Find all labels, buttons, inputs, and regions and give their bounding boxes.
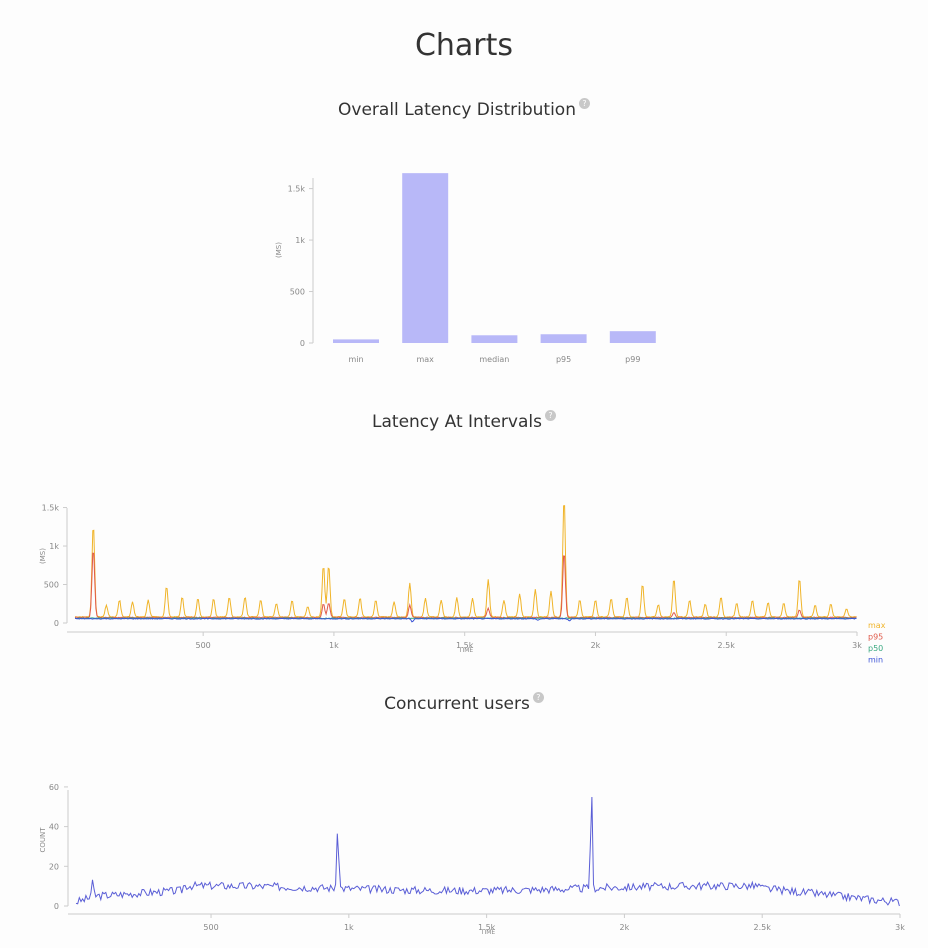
x-tick-label: 1k xyxy=(329,641,339,650)
latency-intervals-title: Latency At Intervals? xyxy=(0,410,928,432)
help-icon[interactable]: ? xyxy=(532,692,544,703)
x-tick-label: p95 xyxy=(556,355,571,364)
x-tick-label: 1.5k xyxy=(456,641,474,650)
help-icon[interactable]: ? xyxy=(578,98,590,109)
series-line-min xyxy=(74,617,857,623)
x-tick-label: 2k xyxy=(591,641,601,650)
bar-median xyxy=(471,335,518,343)
y-axis-label: COUNT xyxy=(39,827,47,853)
y-tick-label: 1.5k xyxy=(288,185,306,194)
y-tick-label: 60 xyxy=(49,783,59,792)
latency-intervals-title-text: Latency At Intervals xyxy=(372,412,542,432)
concurrent-users-title: Concurrent users? xyxy=(0,692,928,714)
y-tick-label: 1k xyxy=(295,236,305,245)
series-line-users xyxy=(75,796,900,907)
x-tick-label: 3k xyxy=(852,641,862,650)
x-tick-label: max xyxy=(416,355,434,364)
x-tick-label: 2.5k xyxy=(718,641,736,650)
latency-intervals-chart: 0 500 1k 1.5k 500 1k 1.5k 2k 2.5k 3k TIME (MS) max p9… xyxy=(39,504,886,665)
y-tick-label: 500 xyxy=(290,288,305,297)
y-tick-label: 20 xyxy=(49,862,59,871)
help-icon[interactable]: ? xyxy=(544,410,556,421)
x-tick-label: 2.5k xyxy=(754,923,772,932)
y-tick-label: 0 xyxy=(54,902,59,911)
bar-min xyxy=(333,339,379,343)
overall-latency-title: Overall Latency Distribution? xyxy=(0,98,928,120)
x-tick-label: 2k xyxy=(620,923,630,932)
x-tick-label: 1k xyxy=(344,923,354,932)
x-tick-label: p99 xyxy=(625,355,640,364)
y-tick-label: 40 xyxy=(49,823,59,832)
y-tick-label: 1.5k xyxy=(42,504,60,513)
y-tick-label: 0 xyxy=(54,619,59,628)
x-tick-label: 1.5k xyxy=(478,923,496,932)
y-axis-label: (MS) xyxy=(39,548,47,564)
x-tick-label: 500 xyxy=(196,641,211,650)
y-tick-label: 500 xyxy=(44,581,59,590)
overall-latency-chart: 0 500 1k 1.5k (MS) min max median p95 p99 xyxy=(275,173,656,364)
page-title: Charts xyxy=(414,28,514,63)
x-tick-label: median xyxy=(479,355,509,364)
legend-p95: p95 xyxy=(868,633,883,642)
x-tick-label: 500 xyxy=(203,923,218,932)
concurrent-users-title-text: Concurrent users xyxy=(384,694,530,714)
y-tick-label: 1k xyxy=(49,542,59,551)
bar-p95 xyxy=(540,334,587,343)
legend-p50: p50 xyxy=(868,644,883,653)
x-tick-label: min xyxy=(348,355,363,364)
y-axis-label: (MS) xyxy=(275,242,283,258)
y-tick-label: 0 xyxy=(300,339,305,348)
bar-max xyxy=(402,173,449,343)
x-axis-label: TIME xyxy=(480,929,496,936)
overall-latency-title-text: Overall Latency Distribution xyxy=(338,100,576,120)
legend-min: min xyxy=(868,656,883,665)
x-tick-label: 3k xyxy=(895,923,905,932)
bar-p99 xyxy=(609,331,656,343)
x-axis-label: TIME xyxy=(458,647,474,654)
legend-max: max xyxy=(868,621,886,630)
